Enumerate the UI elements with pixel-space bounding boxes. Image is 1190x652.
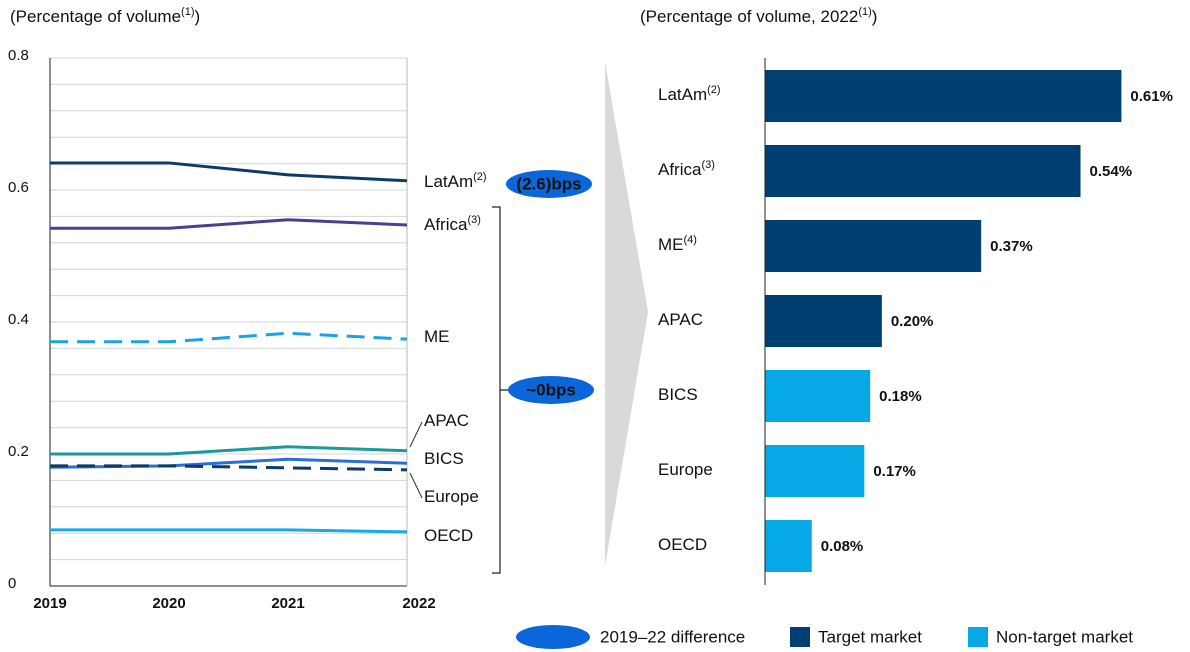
line-series — [50, 331, 408, 344]
series-label: APAC — [424, 411, 469, 430]
value-label: 0.17% — [873, 463, 916, 480]
category-label: ME(4) — [658, 234, 697, 255]
chart-title: (Percentage of volume, 2022(1)) — [640, 6, 877, 27]
value-label: 0.61% — [1130, 88, 1173, 105]
bar — [765, 370, 871, 422]
title-end: ) — [195, 7, 201, 26]
value-label: 0.20% — [891, 313, 934, 330]
label-leader — [409, 472, 423, 499]
superscript: (3) — [467, 214, 480, 226]
legend-label: Target market — [818, 627, 922, 646]
series-name: Africa — [424, 215, 468, 234]
y-tick-label: 0 — [8, 575, 16, 592]
line-series — [50, 445, 408, 456]
difference-badge — [508, 376, 594, 404]
superscript: (2) — [473, 171, 486, 183]
title-text: (Percentage of volume, 2022 — [640, 7, 858, 26]
bar — [765, 295, 882, 347]
category-name: Europe — [658, 460, 713, 479]
value-label: 0.54% — [1090, 163, 1133, 180]
series-name: OECD — [424, 526, 473, 545]
line-series — [50, 464, 408, 472]
value-label: 0.08% — [821, 538, 864, 555]
legend-swatch — [790, 627, 810, 647]
x-tick-label: 2020 — [152, 595, 185, 612]
legend-label: 2019–22 difference — [600, 627, 745, 646]
title-end: ) — [872, 7, 878, 26]
category-name: Africa — [658, 160, 702, 179]
superscript: (1) — [181, 6, 194, 18]
series-label: OECD — [424, 526, 473, 545]
bracket — [492, 206, 509, 574]
category-label: Africa(3) — [658, 159, 715, 180]
series-label: ME — [424, 327, 450, 346]
series-name: ME — [424, 327, 450, 346]
superscript: (4) — [684, 234, 697, 246]
line-series — [50, 218, 408, 230]
category-name: APAC — [658, 310, 703, 329]
legend-swatch — [968, 627, 988, 647]
series-name: APAC — [424, 411, 469, 430]
category-name: OECD — [658, 535, 707, 554]
y-tick-label: 0.6 — [8, 179, 29, 196]
superscript: (1) — [858, 6, 871, 18]
category-label: BICS — [658, 385, 698, 404]
title-text: (Percentage of volume — [10, 7, 181, 26]
value-label: 0.18% — [879, 388, 922, 405]
superscript: (2) — [707, 84, 720, 96]
bar — [765, 70, 1122, 122]
bar — [765, 445, 865, 497]
x-tick-label: 2021 — [271, 595, 304, 612]
line-series — [50, 528, 408, 534]
category-label: OECD — [658, 535, 707, 554]
series-name: BICS — [424, 449, 464, 468]
bar — [765, 520, 812, 572]
series-label: Europe — [424, 487, 479, 506]
legend-label: Non-target market — [996, 627, 1133, 646]
value-label: 0.37% — [990, 238, 1033, 255]
legend-swatch — [516, 625, 590, 649]
annotation: ~0bps — [526, 380, 576, 399]
category-label: Europe — [658, 460, 713, 479]
series-label: BICS — [424, 449, 464, 468]
x-tick-label: 2019 — [33, 595, 66, 612]
series-name: Europe — [424, 487, 479, 506]
chart-title: (Percentage of volume(1)) — [10, 6, 200, 27]
category-name: LatAm — [658, 85, 707, 104]
annotation: (2.6)bps — [516, 174, 581, 193]
series-name: LatAm — [424, 172, 473, 191]
bar — [765, 220, 982, 272]
category-name: BICS — [658, 385, 698, 404]
superscript: (3) — [701, 159, 714, 171]
arrow-shape — [605, 62, 648, 566]
y-tick-label: 0.8 — [8, 47, 29, 64]
label-leader — [409, 421, 423, 448]
bar — [765, 145, 1081, 197]
difference-badge — [506, 170, 592, 198]
category-name: ME — [658, 235, 684, 254]
category-label: APAC — [658, 310, 703, 329]
series-label: Africa(3) — [424, 214, 481, 235]
y-tick-label: 0.4 — [8, 311, 29, 328]
y-tick-label: 0.2 — [8, 443, 29, 460]
series-label: LatAm(2) — [424, 171, 487, 192]
x-tick-label: 2022 — [402, 595, 435, 612]
category-label: LatAm(2) — [658, 84, 721, 105]
line-series — [50, 161, 408, 183]
